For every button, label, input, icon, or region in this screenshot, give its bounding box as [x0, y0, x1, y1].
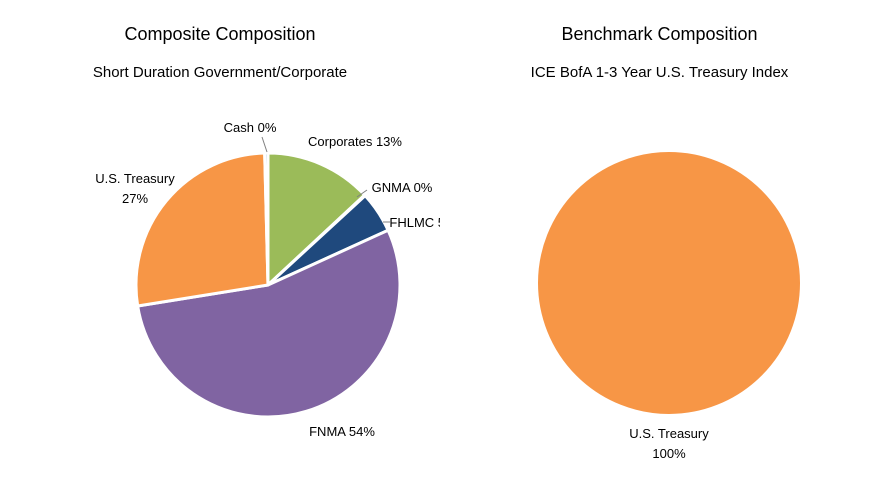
label-fnma: FNMA 54% [309, 424, 375, 439]
label-gnma: GNMA 0% [372, 180, 433, 195]
composite-chart-title: Composite Composition [124, 24, 316, 44]
benchmark-chart-title: Benchmark Composition [561, 24, 758, 44]
label-benchmark-us-treasury-value: 100% [652, 446, 686, 461]
composite-pie-chart: Cash 0% Corporates 13% GNMA 0% FHLMC 5% … [95, 120, 440, 439]
composite-slice-corporates [266, 151, 367, 287]
label-us-treasury-value: 27% [122, 191, 148, 206]
label-cash: Cash 0% [224, 120, 277, 135]
leader-line-cash [261, 136, 268, 153]
benchmark-slice-u-s-treasury [536, 150, 802, 416]
composite-slices [134, 151, 402, 419]
label-fhlmc: FHLMC 5% [389, 215, 440, 230]
composite-slice-fnma [136, 228, 402, 419]
benchmark-slices [536, 150, 802, 416]
leader-line-gnma [356, 189, 368, 198]
benchmark-chart-subtitle: ICE BofA 1-3 Year U.S. Treasury Index [530, 64, 789, 81]
composite-panel: Composite Composition Short Duration Gov… [92, 24, 440, 439]
benchmark-panel: Benchmark Composition ICE BofA 1-3 Year … [440, 0, 879, 488]
benchmark-pie-chart: U.S. Treasury 100% [536, 150, 802, 461]
composite-chart-subtitle: Short Duration Government/Corporate [92, 64, 348, 81]
label-corporates: Corporates 13% [308, 134, 402, 149]
composite-slice-cash [263, 151, 270, 287]
composite-leader-lines [261, 136, 390, 223]
label-benchmark-us-treasury: U.S. Treasury [629, 426, 709, 441]
composite-slice-u-s-treasury [134, 151, 270, 308]
label-us-treasury: U.S. Treasury [95, 171, 175, 186]
